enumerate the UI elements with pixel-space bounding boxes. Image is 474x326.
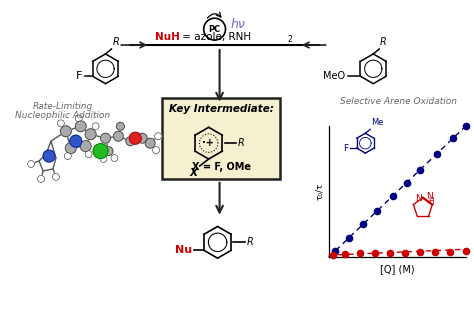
Circle shape: [93, 144, 108, 158]
Text: R: R: [112, 37, 119, 47]
Circle shape: [65, 143, 76, 154]
Circle shape: [70, 135, 82, 147]
Text: F: F: [76, 71, 83, 81]
Circle shape: [60, 126, 71, 137]
Text: Rate-Limiting: Rate-Limiting: [33, 102, 93, 111]
Circle shape: [113, 131, 123, 141]
Circle shape: [129, 132, 141, 144]
Text: [Q] (M): [Q] (M): [380, 264, 414, 274]
Circle shape: [75, 121, 86, 132]
Circle shape: [75, 115, 82, 122]
Text: MeO: MeO: [323, 71, 346, 81]
Circle shape: [117, 122, 124, 130]
Circle shape: [204, 18, 226, 40]
Text: Selective Arene Oxidation: Selective Arene Oxidation: [339, 97, 456, 106]
Text: Me: Me: [371, 118, 384, 127]
Circle shape: [111, 155, 118, 161]
Text: R: R: [380, 37, 387, 47]
Circle shape: [53, 173, 59, 180]
Circle shape: [100, 156, 107, 162]
Circle shape: [64, 153, 71, 159]
Circle shape: [137, 133, 147, 143]
Circle shape: [104, 147, 113, 156]
Text: PC: PC: [209, 25, 221, 34]
Circle shape: [145, 138, 155, 148]
Circle shape: [57, 120, 64, 127]
Text: R: R: [237, 138, 244, 148]
Text: H: H: [428, 197, 434, 206]
Circle shape: [80, 141, 91, 152]
Circle shape: [37, 175, 45, 182]
Text: = azole, RNH: = azole, RNH: [179, 32, 251, 42]
Text: Nucleophilic Addition: Nucleophilic Addition: [15, 111, 110, 120]
Text: N: N: [426, 192, 433, 201]
Text: hν: hν: [230, 18, 246, 31]
Circle shape: [27, 160, 35, 168]
FancyBboxPatch shape: [162, 97, 280, 179]
FancyArrowPatch shape: [208, 12, 221, 18]
Circle shape: [153, 147, 160, 154]
Text: F: F: [343, 144, 348, 153]
Text: NuH: NuH: [155, 32, 180, 42]
Text: N: N: [415, 194, 422, 202]
Text: Nu: Nu: [175, 245, 192, 255]
Circle shape: [85, 151, 92, 157]
Text: X = F, OMe: X = F, OMe: [191, 162, 251, 172]
Circle shape: [85, 129, 96, 140]
Text: ·+: ·+: [202, 138, 214, 148]
Text: τ₀/τ: τ₀/τ: [315, 183, 324, 200]
Circle shape: [126, 137, 135, 146]
Text: R: R: [246, 237, 253, 247]
Circle shape: [155, 133, 162, 140]
Circle shape: [92, 123, 99, 130]
Text: 2: 2: [287, 35, 292, 44]
Text: X: X: [190, 168, 198, 178]
Circle shape: [43, 150, 55, 162]
Text: Key Intermediate:: Key Intermediate:: [169, 104, 273, 113]
Circle shape: [100, 133, 110, 143]
